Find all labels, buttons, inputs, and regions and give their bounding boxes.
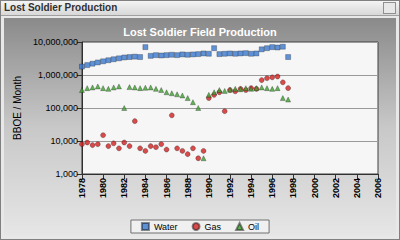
- svg-text:1980: 1980: [98, 178, 108, 198]
- svg-text:10,000: 10,000: [50, 136, 78, 146]
- svg-text:Gas: Gas: [205, 222, 222, 232]
- svg-text:10,000,000: 10,000,000: [33, 37, 78, 47]
- html-text:Lost Soldier Production: Lost Soldier Production: [4, 2, 118, 13]
- svg-text:1990: 1990: [204, 178, 214, 198]
- svg-text:1984: 1984: [140, 178, 150, 198]
- svg-text:2004: 2004: [352, 178, 362, 198]
- svg-text:1982: 1982: [119, 178, 129, 198]
- svg-text:1978: 1978: [77, 178, 87, 198]
- svg-text:BBOE / Month: BBOE / Month: [12, 76, 23, 140]
- svg-text:2000: 2000: [310, 178, 320, 198]
- svg-text:Lost Soldier Field Production: Lost Soldier Field Production: [123, 26, 277, 38]
- svg-text:2002: 2002: [331, 178, 341, 198]
- svg-text:1988: 1988: [183, 178, 193, 198]
- svg-text:1994: 1994: [246, 178, 256, 198]
- svg-text:Oil: Oil: [248, 222, 259, 232]
- svg-text:Water: Water: [154, 222, 178, 232]
- svg-text:2006: 2006: [373, 178, 383, 198]
- svg-text:1,000: 1,000: [55, 169, 78, 179]
- svg-text:100,000: 100,000: [45, 103, 78, 113]
- svg-text:1,000,000: 1,000,000: [38, 70, 78, 80]
- svg-text:1998: 1998: [288, 178, 298, 198]
- svg-text:1992: 1992: [225, 178, 235, 198]
- svg-text:1986: 1986: [162, 178, 172, 198]
- svg-text:1996: 1996: [267, 178, 277, 198]
